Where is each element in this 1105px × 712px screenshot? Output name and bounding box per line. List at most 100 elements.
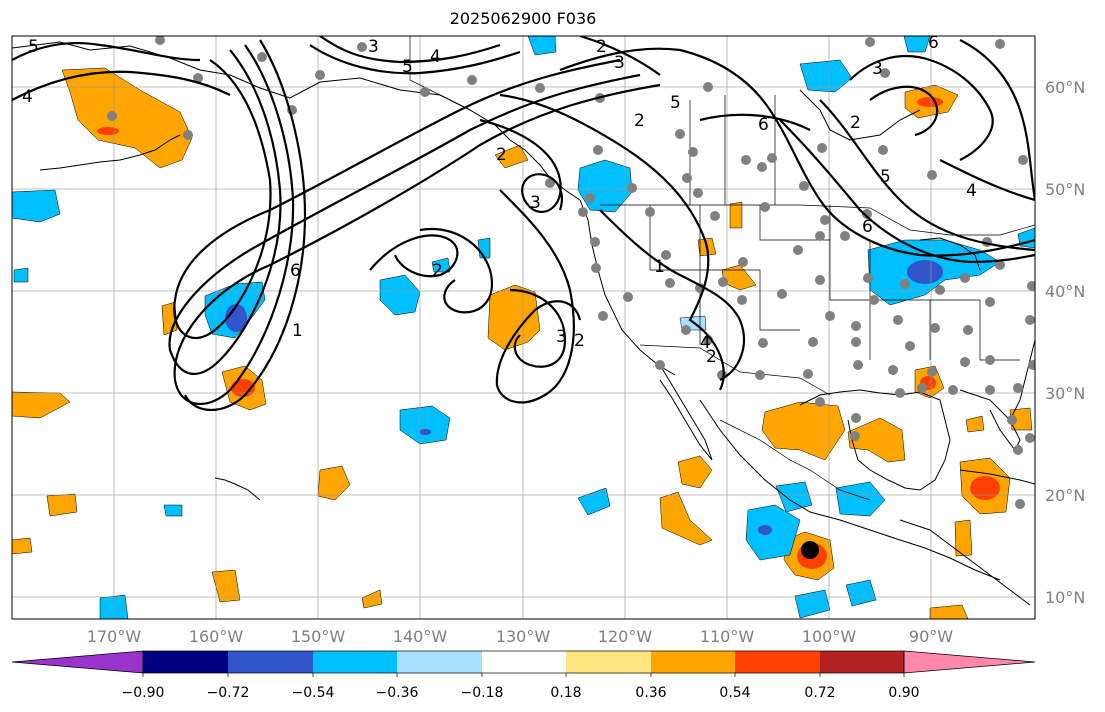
pos-area-central-am <box>954 519 973 557</box>
alaska-canada-border <box>409 36 471 111</box>
state-lines-4 <box>829 205 931 360</box>
contour-label: 3 <box>614 53 625 73</box>
lat-label: 30°N <box>1045 384 1085 403</box>
colorbar-tick-label: −0.18 <box>461 685 504 701</box>
colorbar-extend-low <box>11 650 144 674</box>
contour-label: 3 <box>556 327 567 347</box>
contour-label: 2 <box>634 111 645 131</box>
neg-area-mex-pac-2 <box>775 481 813 513</box>
state-lines-5 <box>930 299 1020 361</box>
colorbar-tick-label: 0.90 <box>888 685 919 701</box>
contour-label: 2 <box>496 145 507 165</box>
colorbar-tick-label: 0.54 <box>719 685 750 701</box>
neg-area-small-4 <box>845 579 877 607</box>
colorbar-tick-label: 0.36 <box>635 685 666 701</box>
coastlines <box>12 41 1035 606</box>
contour-label: 4 <box>700 333 711 353</box>
colorbar-swatch <box>482 651 566 673</box>
neg-area-gulf-tehuantepec <box>835 481 886 517</box>
pos-area-tiny-1 <box>361 589 383 609</box>
mexico-state-lines <box>719 419 871 501</box>
contour-label: 6 <box>928 33 939 53</box>
pos-area-south-4 <box>659 491 713 546</box>
lon-label: 140°W <box>393 627 448 646</box>
neg-area-hudson-n <box>903 36 931 53</box>
lat-label: 20°N <box>1045 486 1085 505</box>
lon-label: 160°W <box>189 627 244 646</box>
bc-coast <box>509 139 581 201</box>
hawaii-islands <box>214 477 261 501</box>
lat-label: 40°N <box>1045 282 1085 301</box>
contour-label: 4 <box>22 87 33 107</box>
neg-area-small-7 <box>13 267 29 283</box>
neg-area-north-canada <box>799 59 853 93</box>
pos-core-hawaii-north <box>231 379 255 397</box>
pos-area-tiny-2 <box>12 537 33 555</box>
lat-label: 10°N <box>1045 588 1085 607</box>
contour-label: 2 <box>432 261 443 281</box>
colorbar-swatch <box>820 651 904 673</box>
lon-label: 110°W <box>700 627 755 646</box>
pos-area-south-5 <box>677 455 713 489</box>
central-america <box>899 519 1031 606</box>
cuba <box>959 469 1035 485</box>
colorbar-swatch <box>313 651 397 673</box>
contour-labels: 5 4 3 2 4 3 5 2 6 2 6 5 6 4 3 6 2 1 3 2 … <box>22 33 977 367</box>
florida <box>959 389 1021 451</box>
colorbar-swatch <box>397 651 482 673</box>
contour-label: 5 <box>28 37 39 57</box>
us-canada-border <box>600 204 1035 236</box>
lat-label: 60°N <box>1045 78 1085 97</box>
contour-label: 3 <box>530 193 541 213</box>
mexico-pacific-coast <box>699 399 1001 581</box>
pos-area-offshore-ca <box>487 284 541 351</box>
contour-label: 3 <box>368 37 379 57</box>
contour-label: 4 <box>966 181 977 201</box>
pos-core-caribbean <box>970 476 1000 500</box>
great-lakes <box>919 237 981 271</box>
borders <box>409 36 1035 501</box>
neg-core-mex-pac <box>758 525 772 535</box>
contour-label: 5 <box>670 93 681 113</box>
state-lines-1 <box>649 205 701 345</box>
lon-label: 130°W <box>496 627 551 646</box>
colorbar-swatch <box>566 651 651 673</box>
contour-label: 2 <box>706 347 717 367</box>
pos-area-gulf <box>847 417 906 463</box>
pos-core-hudson <box>917 97 943 107</box>
contour-label: 2 <box>850 113 861 133</box>
pos-area-bering <box>61 67 193 169</box>
neg-area-small-6 <box>431 257 451 273</box>
contour-label: 1 <box>292 321 303 341</box>
neg-area-subtrop-pac <box>399 405 451 445</box>
colorbar: −0.90 −0.72 −0.54 −0.36 −0.18 0.18 0.36 … <box>11 650 1036 701</box>
us-west-coast <box>579 199 676 376</box>
lon-label: 150°W <box>291 627 346 646</box>
contour-label: 4 <box>430 47 441 67</box>
pos-area-nw-coast <box>494 144 529 169</box>
neg-core-midwest <box>907 260 943 284</box>
neg-area-alaska-n <box>527 36 557 56</box>
neg-core-subtrop-pac <box>419 429 431 435</box>
pos-area-far-south <box>929 604 969 619</box>
colorbar-tick-label: −0.36 <box>376 685 419 701</box>
colorbar-tick-label: 0.72 <box>804 685 835 701</box>
lon-label: 120°W <box>598 627 653 646</box>
map-title: 2025062900 F036 <box>449 9 597 28</box>
pos-core-bering <box>97 127 119 135</box>
plot-frame <box>11 35 1036 620</box>
colorbar-tick-label: −0.90 <box>122 685 165 701</box>
neg-area-central-pac <box>379 274 421 316</box>
hudson-bay <box>799 89 921 141</box>
colorbar-tick-label: −0.72 <box>207 685 250 701</box>
pos-area-south-3 <box>211 569 241 603</box>
state-lines-2 <box>699 205 800 331</box>
neg-area-small-3 <box>163 504 183 517</box>
contour-label: 2 <box>574 331 585 351</box>
contour-label: 5 <box>402 57 413 77</box>
colorbar-frame <box>142 650 905 674</box>
colorbar-ticks <box>142 673 905 677</box>
state-lines-3 <box>759 205 871 360</box>
colorbar-extend-high <box>903 650 1036 674</box>
